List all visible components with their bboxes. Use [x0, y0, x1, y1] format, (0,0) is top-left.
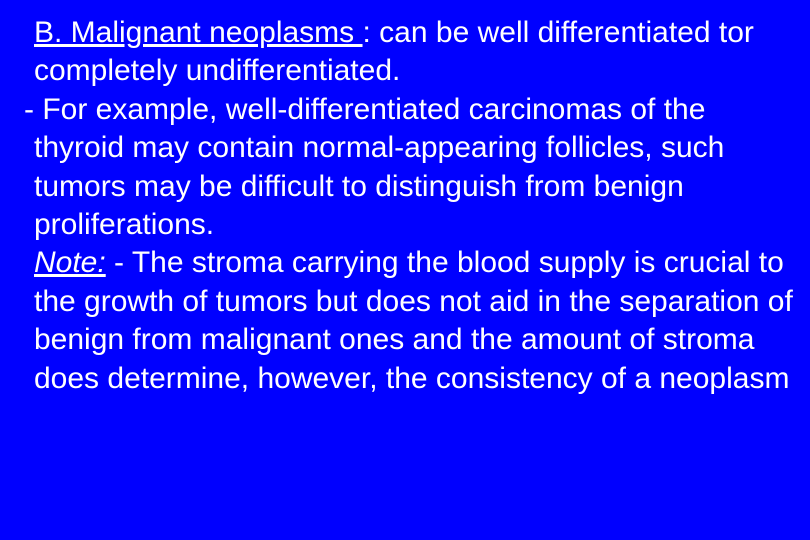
note-lead: -	[106, 246, 132, 279]
example-paragraph: - For example, well-differentiated carci…	[8, 91, 798, 245]
note-paragraph: Note: - The stroma carrying the blood su…	[8, 244, 798, 398]
slide-content: B. Malignant neoplasms : can be well dif…	[8, 14, 798, 398]
section-paragraph: B. Malignant neoplasms : can be well dif…	[8, 14, 798, 91]
note-label: Note:	[34, 246, 106, 279]
example-lead: - For example,	[24, 93, 226, 126]
note-body: The stroma carrying the blood supply is …	[34, 246, 793, 394]
section-heading: B. Malignant neoplasms	[34, 16, 363, 49]
